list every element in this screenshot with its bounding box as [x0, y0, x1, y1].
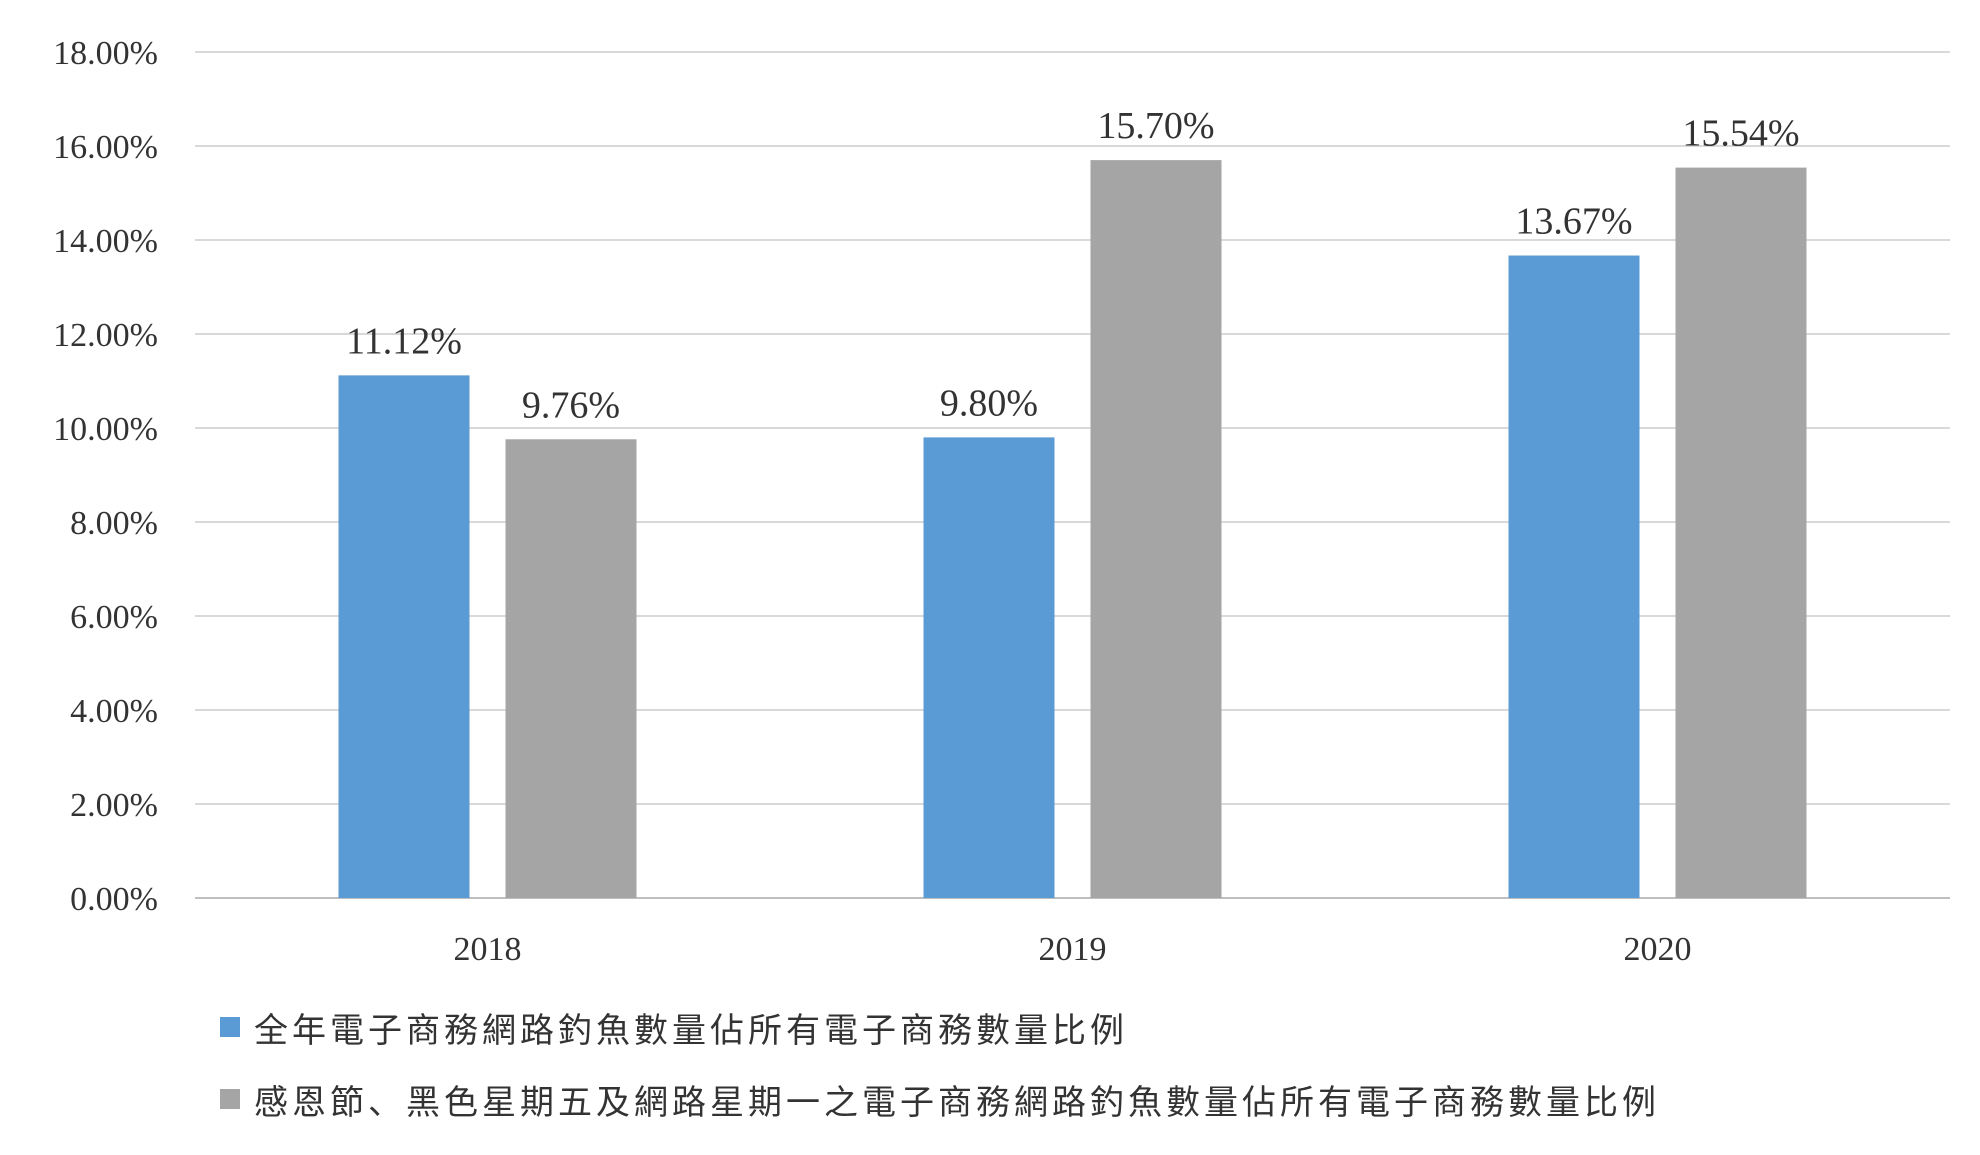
data-label-2020-series-1: 13.67% — [1515, 201, 1632, 243]
legend-swatch-series-1 — [220, 1017, 240, 1037]
bar-2020-series-2 — [1675, 167, 1807, 898]
x-category-label-2020: 2020 — [1624, 931, 1692, 968]
bar-2018-series-2 — [505, 439, 637, 898]
y-tick-label-9: 18.00% — [53, 35, 158, 72]
bar-2019-series-2 — [1090, 160, 1222, 899]
legend-item-series-2: 感恩節、黑色星期五及網路星期一之電子商務網路釣魚數量佔所有電子商務數量比例 — [220, 1072, 1660, 1126]
bar-2018-series-1 — [338, 375, 470, 898]
y-tick-label-3: 6.00% — [70, 599, 158, 636]
y-tick-label-8: 16.00% — [53, 129, 158, 166]
legend-item-series-1: 全年電子商務網路釣魚數量佔所有電子商務數量比例 — [220, 1000, 1660, 1054]
bars — [338, 160, 1807, 899]
y-tick-label-5: 10.00% — [53, 411, 158, 448]
x-category-label-2018: 2018 — [454, 931, 522, 968]
legend-label-series-2: 感恩節、黑色星期五及網路星期一之電子商務網路釣魚數量佔所有電子商務數量比例 — [254, 1082, 1660, 1123]
y-axis-tick-labels: 0.00% 2.00% 4.00% 6.00% 8.00% 10.00% 12.00% 14.… — [53, 35, 158, 918]
legend-swatch-series-2 — [220, 1089, 240, 1109]
bar-2019-series-1 — [923, 437, 1055, 898]
legend-label-series-1: 全年電子商務網路釣魚數量佔所有電子商務數量比例 — [254, 1010, 1128, 1051]
gridlines — [195, 51, 1950, 899]
bar-chart: 0.00% 2.00% 4.00% 6.00% 8.00% 10.00% 12.00% 14.… — [53, 35, 1950, 968]
y-tick-label-4: 8.00% — [70, 505, 158, 542]
bar-2020-series-1 — [1508, 255, 1640, 898]
y-tick-label-1: 2.00% — [70, 787, 158, 824]
y-tick-label-6: 12.00% — [53, 317, 158, 354]
x-axis-category-labels: 2018 2019 2020 — [454, 931, 1692, 968]
legend: 全年電子商務網路釣魚數量佔所有電子商務數量比例 感恩節、黑色星期五及網路星期一之… — [220, 1000, 1660, 1144]
data-label-2019-series-1: 9.80% — [940, 382, 1038, 424]
data-label-2018-series-1: 11.12% — [346, 320, 462, 362]
x-category-label-2019: 2019 — [1039, 931, 1107, 968]
y-tick-label-0: 0.00% — [70, 881, 158, 918]
data-label-2019-series-2: 15.70% — [1097, 105, 1214, 147]
data-labels: 11.12% 9.76% 9.80% 15.70% 13.67% 15.54% — [346, 105, 1799, 426]
y-tick-label-7: 14.00% — [53, 223, 158, 260]
data-label-2018-series-2: 9.76% — [522, 384, 620, 426]
y-tick-label-2: 4.00% — [70, 693, 158, 730]
data-label-2020-series-2: 15.54% — [1682, 113, 1799, 155]
